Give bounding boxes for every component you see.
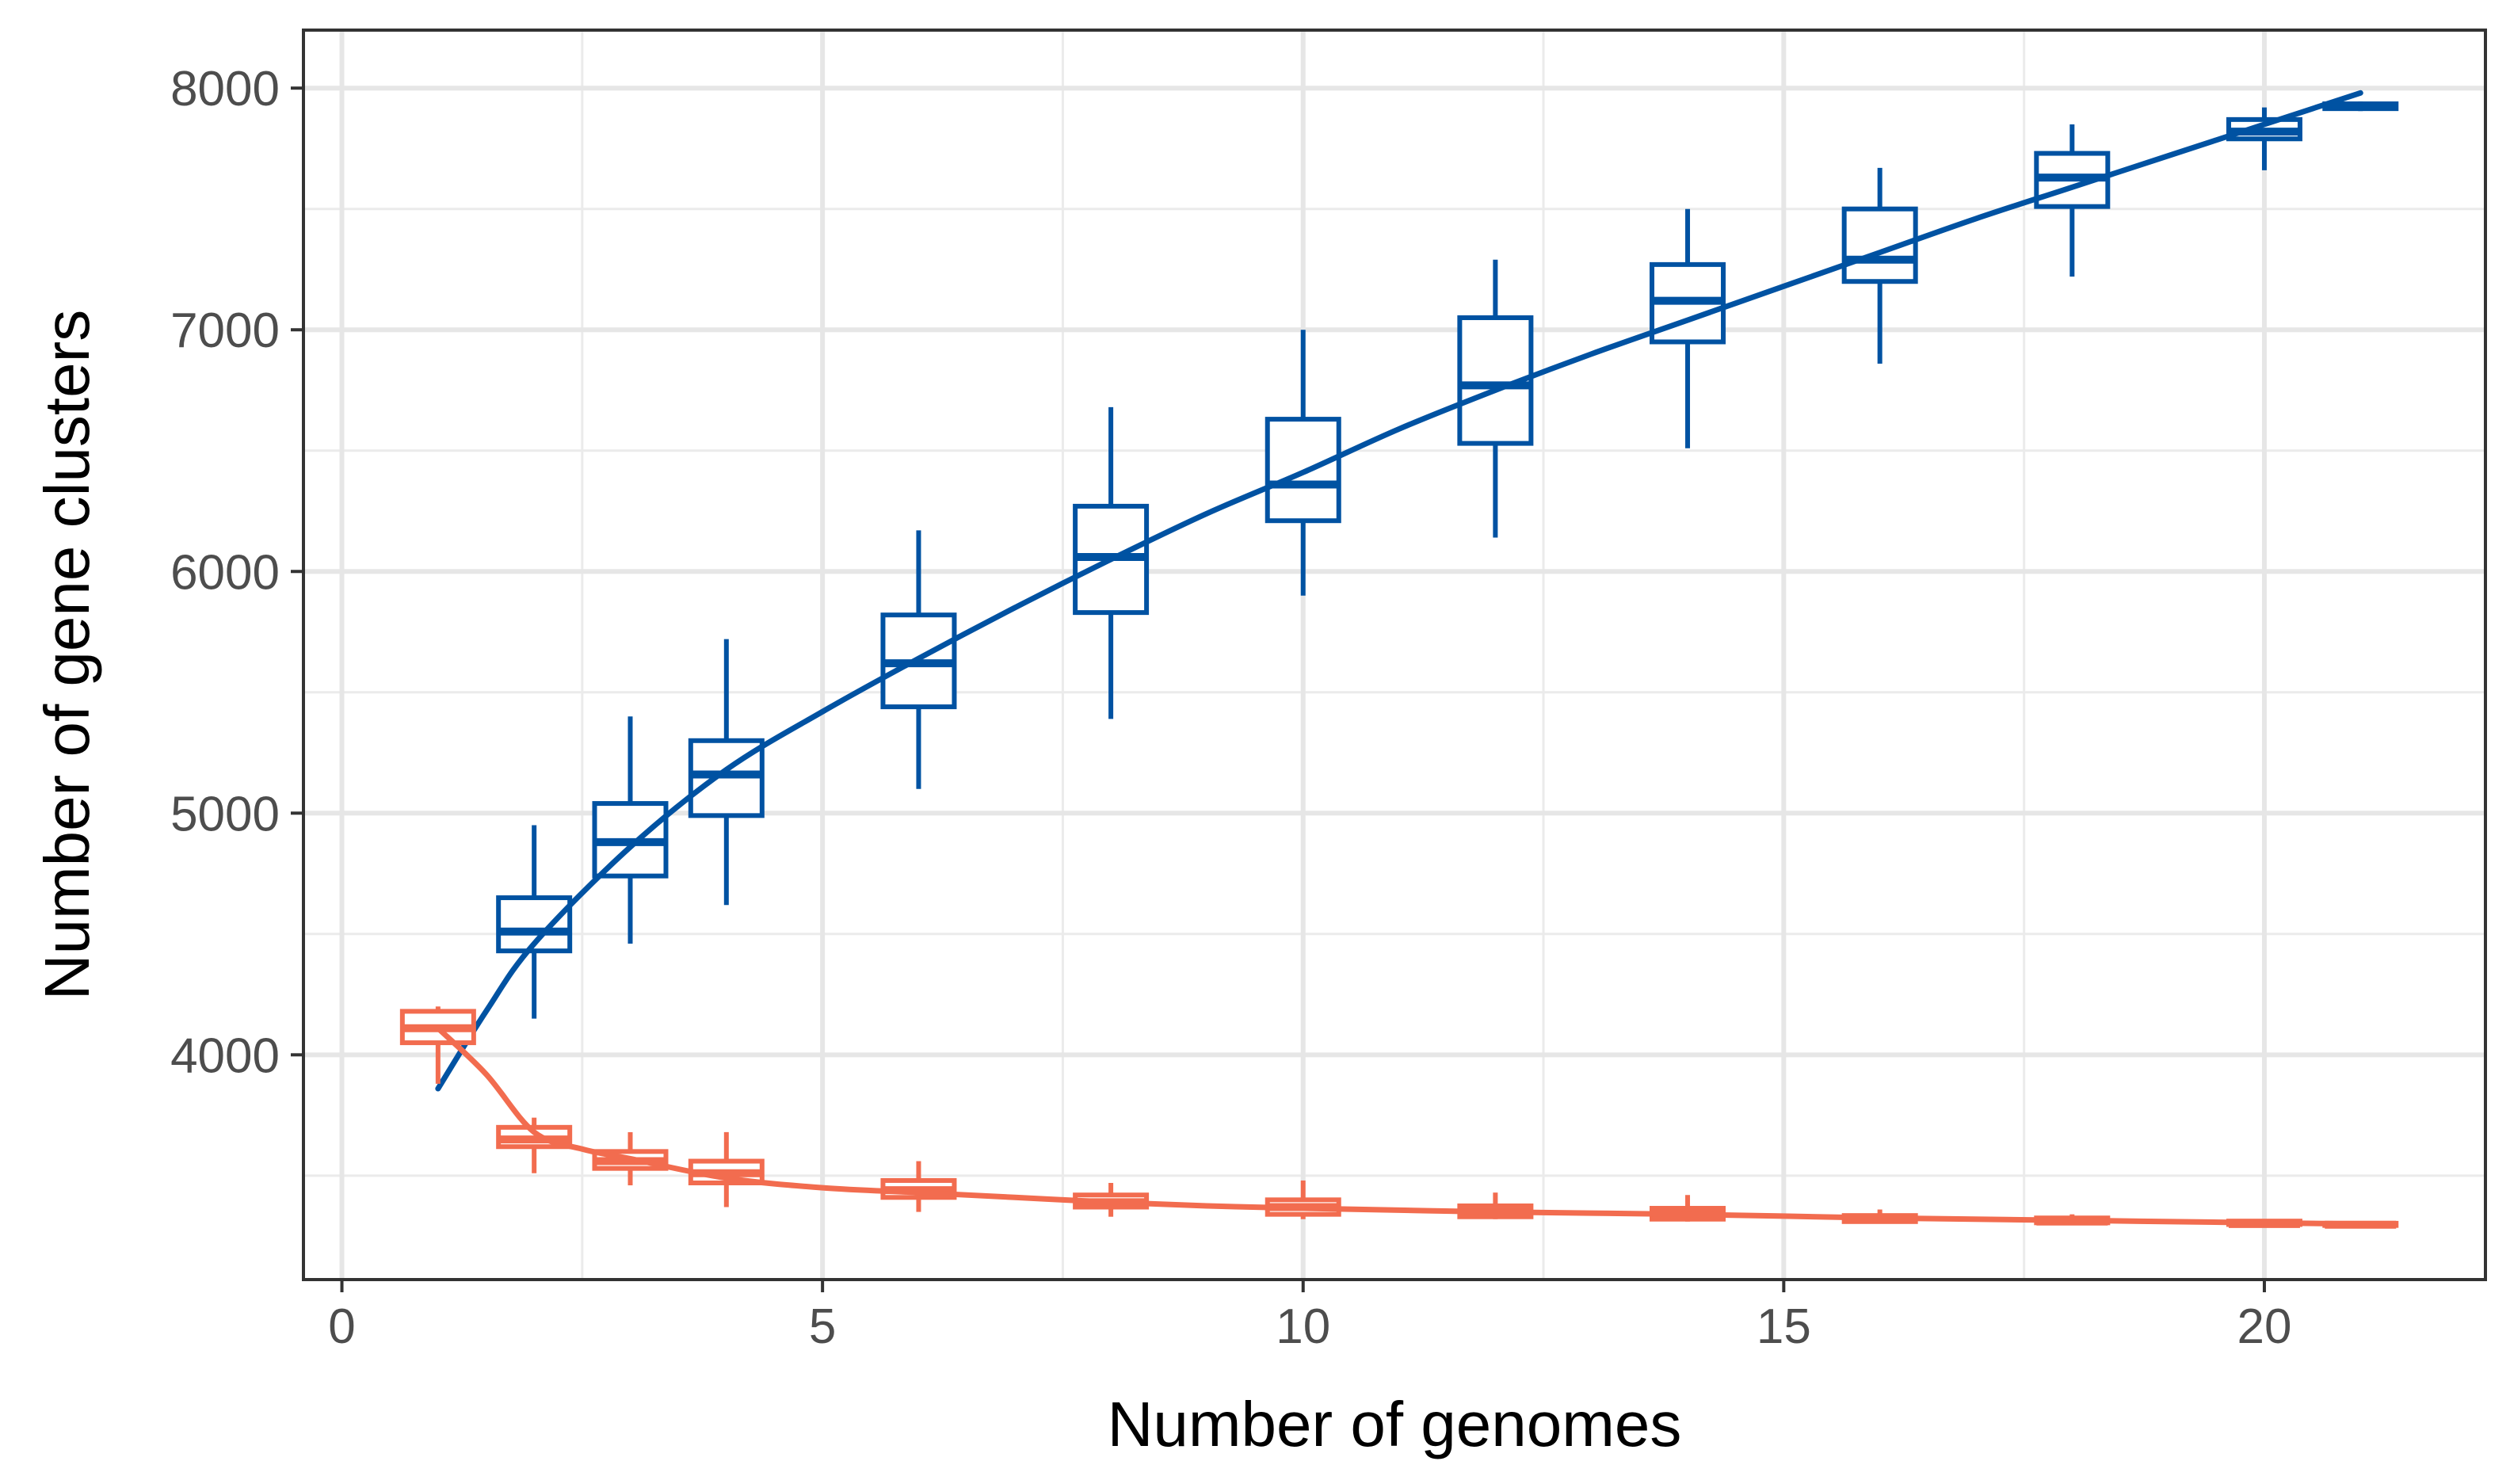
axis-ticks (291, 86, 2266, 1292)
x-tick-label: 10 (1276, 1299, 1330, 1354)
y-tick-label: 6000 (170, 545, 280, 600)
x-axis-tick-labels: 0 5 10 15 20 (328, 1299, 2291, 1354)
plot-panel-border (302, 29, 2487, 1281)
pan-genome-box-x3 (592, 716, 669, 944)
y-tick-label: 4000 (170, 1028, 280, 1083)
pan-genome-iqr-box (1457, 315, 1534, 446)
y-tick-label: 7000 (170, 303, 280, 358)
x-tick-label: 20 (2237, 1299, 2291, 1354)
y-tick-label: 5000 (170, 787, 280, 841)
core-genome-fit-curve (435, 1025, 2363, 1227)
major-gridlines (303, 30, 2485, 1280)
x-axis-title: Number of genomes (1108, 1389, 1682, 1459)
pan-genome-box-x12 (1457, 259, 1534, 538)
minor-gridlines (303, 30, 2485, 1280)
y-tick-label: 8000 (170, 62, 280, 116)
y-axis-tick-labels: 4000 5000 6000 7000 8000 (170, 62, 280, 1083)
y-axis-title: Number of gene clusters (32, 310, 102, 1001)
x-tick-label: 0 (328, 1299, 355, 1354)
x-tick-label: 5 (809, 1299, 836, 1354)
series-core-genome (399, 1006, 2399, 1229)
pan-genome-fit-curve (435, 90, 2363, 1092)
series-pan-genome (435, 90, 2399, 1092)
x-tick-label: 15 (1757, 1299, 1811, 1354)
series-layer (399, 90, 2399, 1229)
